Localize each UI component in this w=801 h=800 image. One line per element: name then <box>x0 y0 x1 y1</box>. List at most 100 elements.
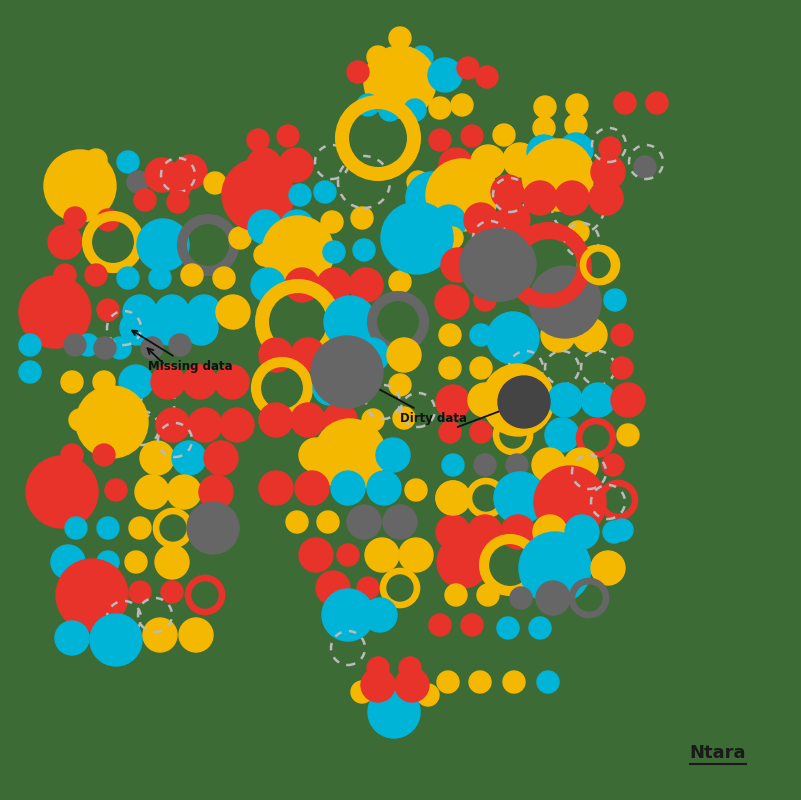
Circle shape <box>54 264 76 286</box>
Circle shape <box>181 264 203 286</box>
Circle shape <box>135 475 169 509</box>
Circle shape <box>137 219 189 271</box>
Circle shape <box>591 155 625 189</box>
Circle shape <box>56 559 128 631</box>
Circle shape <box>324 296 376 348</box>
Circle shape <box>365 538 399 572</box>
Circle shape <box>436 385 470 419</box>
Circle shape <box>646 92 668 114</box>
Circle shape <box>565 114 587 136</box>
Circle shape <box>451 94 473 116</box>
Circle shape <box>381 202 453 274</box>
Circle shape <box>437 536 489 588</box>
Circle shape <box>494 472 546 524</box>
Circle shape <box>435 285 469 319</box>
Circle shape <box>247 129 269 151</box>
Circle shape <box>259 338 293 372</box>
Circle shape <box>611 324 633 346</box>
Circle shape <box>117 267 139 289</box>
Circle shape <box>323 338 357 372</box>
Circle shape <box>172 441 206 475</box>
Circle shape <box>432 205 466 239</box>
Circle shape <box>439 324 461 346</box>
Circle shape <box>351 207 373 229</box>
Circle shape <box>215 365 249 399</box>
Circle shape <box>295 471 329 505</box>
Circle shape <box>399 538 433 572</box>
Circle shape <box>529 617 551 639</box>
Circle shape <box>493 124 515 146</box>
Circle shape <box>277 125 299 147</box>
Circle shape <box>357 577 379 599</box>
Circle shape <box>497 617 519 639</box>
Circle shape <box>541 318 575 352</box>
Circle shape <box>117 151 139 173</box>
Circle shape <box>611 357 633 379</box>
Circle shape <box>129 581 151 603</box>
Circle shape <box>351 681 373 703</box>
Circle shape <box>411 46 433 68</box>
Circle shape <box>439 357 461 379</box>
Circle shape <box>229 227 251 249</box>
Circle shape <box>510 587 532 609</box>
Circle shape <box>617 424 639 446</box>
Circle shape <box>299 538 333 572</box>
Circle shape <box>161 581 183 603</box>
Circle shape <box>109 337 131 359</box>
Circle shape <box>589 181 623 215</box>
Circle shape <box>363 598 397 632</box>
Circle shape <box>169 176 191 198</box>
Circle shape <box>97 517 119 539</box>
Circle shape <box>573 318 607 352</box>
Circle shape <box>389 27 411 49</box>
Text: Dirty data: Dirty data <box>351 374 467 425</box>
Circle shape <box>152 311 186 345</box>
Circle shape <box>503 671 525 693</box>
Circle shape <box>364 46 436 118</box>
Circle shape <box>97 551 119 573</box>
Circle shape <box>470 421 492 443</box>
Circle shape <box>69 409 91 431</box>
Circle shape <box>259 403 293 437</box>
Circle shape <box>603 521 625 543</box>
Circle shape <box>167 475 201 509</box>
Circle shape <box>533 117 555 139</box>
Circle shape <box>529 177 551 199</box>
Circle shape <box>389 271 411 293</box>
Circle shape <box>534 96 556 118</box>
Circle shape <box>317 268 351 302</box>
Circle shape <box>611 519 633 541</box>
Circle shape <box>561 174 583 196</box>
Circle shape <box>61 371 83 393</box>
Circle shape <box>216 295 250 329</box>
Circle shape <box>501 515 535 549</box>
Circle shape <box>143 618 177 652</box>
Circle shape <box>125 551 147 573</box>
Circle shape <box>464 203 498 237</box>
Circle shape <box>555 181 589 215</box>
Circle shape <box>548 383 582 417</box>
Circle shape <box>204 441 238 475</box>
Circle shape <box>545 418 579 452</box>
Circle shape <box>574 291 596 313</box>
Circle shape <box>441 227 463 249</box>
Circle shape <box>436 481 470 515</box>
Circle shape <box>151 365 185 399</box>
Circle shape <box>65 517 87 539</box>
Circle shape <box>491 175 525 209</box>
Circle shape <box>393 407 415 429</box>
Circle shape <box>362 409 384 431</box>
Circle shape <box>468 383 502 417</box>
Circle shape <box>474 289 496 311</box>
Circle shape <box>445 584 467 606</box>
Circle shape <box>280 210 314 244</box>
Circle shape <box>429 614 451 636</box>
Circle shape <box>379 99 401 121</box>
Circle shape <box>376 438 410 472</box>
Circle shape <box>220 408 254 442</box>
Circle shape <box>353 374 375 396</box>
Circle shape <box>399 657 421 679</box>
Circle shape <box>460 229 532 301</box>
Circle shape <box>19 276 91 348</box>
Circle shape <box>179 618 213 652</box>
